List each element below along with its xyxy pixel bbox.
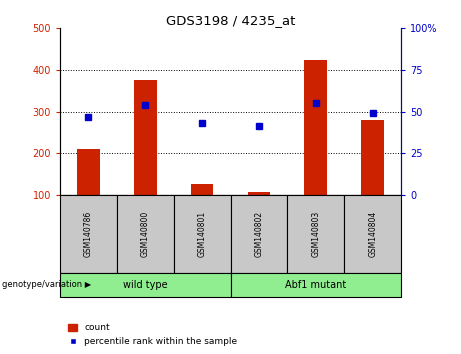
Text: GSM140800: GSM140800 — [141, 211, 150, 257]
Bar — [361, 120, 384, 195]
Text: genotype/variation ▶: genotype/variation ▶ — [2, 280, 92, 290]
Text: Abf1 mutant: Abf1 mutant — [285, 280, 346, 290]
Text: GSM140803: GSM140803 — [311, 211, 320, 257]
Bar — [230, 273, 401, 297]
Text: GSM140804: GSM140804 — [368, 211, 377, 257]
Text: GSM140802: GSM140802 — [254, 211, 263, 257]
Bar — [174, 195, 230, 273]
Bar — [230, 195, 287, 273]
Bar — [191, 184, 213, 195]
Bar — [344, 195, 401, 273]
Title: GDS3198 / 4235_at: GDS3198 / 4235_at — [166, 14, 295, 27]
Bar — [134, 80, 157, 195]
Text: wild type: wild type — [123, 280, 167, 290]
Legend: count, percentile rank within the sample: count, percentile rank within the sample — [65, 320, 241, 349]
Text: GSM140801: GSM140801 — [198, 211, 207, 257]
Bar — [248, 192, 270, 195]
Text: GSM140786: GSM140786 — [84, 211, 93, 257]
Bar — [60, 273, 230, 297]
Bar — [77, 149, 100, 195]
Bar — [60, 195, 117, 273]
Bar — [287, 195, 344, 273]
Bar — [304, 59, 327, 195]
Bar — [117, 195, 174, 273]
